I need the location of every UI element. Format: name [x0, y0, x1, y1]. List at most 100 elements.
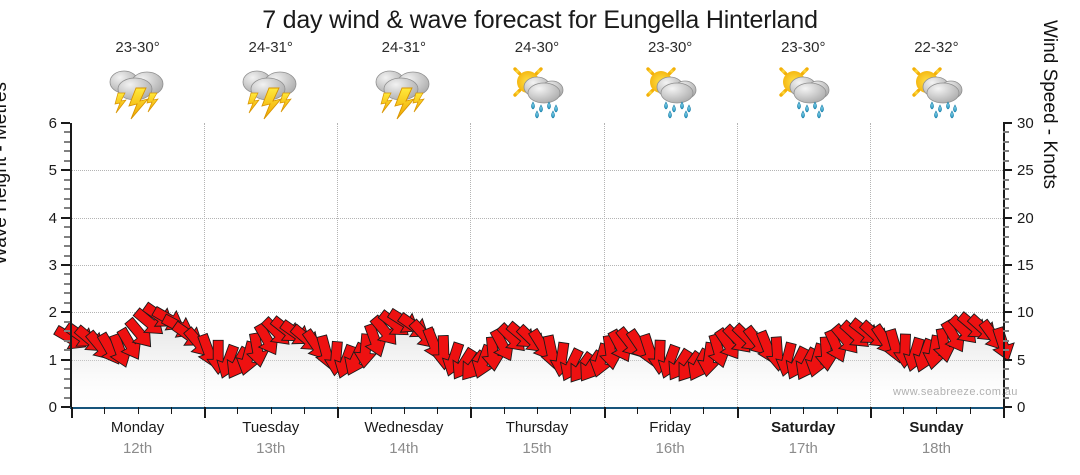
axis-tick-left	[61, 122, 70, 124]
sun-cloud-rain-icon	[774, 62, 830, 119]
x-axis-tick	[903, 407, 905, 414]
day-name-label: Friday	[649, 419, 691, 436]
day-name-label: Tuesday	[242, 419, 300, 436]
axis-label-left: 1	[48, 351, 57, 369]
day-name-label: Saturday	[771, 419, 836, 436]
x-axis-tick	[370, 407, 372, 414]
wind-barb	[940, 319, 965, 353]
axis-label-left: 0	[48, 399, 57, 416]
axis-tick-left	[61, 169, 70, 172]
day-name-label: Monday	[110, 419, 165, 436]
axis-tick-right	[1003, 140, 1009, 143]
sun-cloud-rain-icon	[641, 62, 697, 119]
axis-tick-right	[1003, 131, 1009, 134]
axis-tick-right	[1003, 330, 1009, 333]
axis-tick-left	[64, 254, 70, 257]
wind-barb	[245, 332, 270, 368]
axis-tick-left	[64, 377, 70, 380]
day-header: 23-30°	[737, 38, 870, 122]
x-axis-tick	[836, 407, 838, 414]
axis-tick-right	[1003, 387, 1009, 390]
axis-tick-left	[61, 406, 70, 408]
x-axis-tick	[403, 407, 405, 414]
day-header: 24-31°	[337, 38, 470, 122]
day-temperature-range: 23-30°	[647, 39, 693, 56]
x-axis-tick	[304, 407, 305, 414]
gridline-horizontal	[71, 217, 1003, 219]
axis-tick-right	[1003, 292, 1009, 295]
day-name-label: Wednesday	[364, 419, 444, 436]
day-date-label: 18th	[921, 440, 952, 457]
x-axis-tick	[503, 407, 505, 414]
sun-cloud-rain-icon	[907, 62, 963, 119]
axis-tick-right	[1003, 235, 1009, 238]
x-axis-tick	[603, 407, 606, 418]
x-axis-tick	[869, 407, 872, 418]
day-footer: Sunday 18th	[870, 418, 1003, 459]
axis-tick-left	[64, 330, 70, 333]
axis-label-left: 3	[48, 257, 57, 274]
x-axis-tick	[537, 407, 538, 414]
x-axis-tick	[703, 407, 705, 414]
gridline-vertical	[869, 123, 871, 407]
day-temperature-range: 24-31°	[248, 39, 293, 56]
thunderstorm-icon	[366, 60, 442, 120]
axis-tick-left	[64, 320, 70, 323]
axis-tick-left	[61, 216, 70, 219]
day-temperature-range: 24-31°	[381, 39, 427, 56]
axis-label-right: 30	[1017, 115, 1034, 132]
x-axis-tick	[337, 407, 340, 418]
axis-tick-left	[61, 311, 70, 314]
axis-tick-right	[1003, 339, 1009, 342]
axis-tick-left	[64, 282, 70, 285]
gridline-horizontal	[71, 265, 1003, 266]
axis-tick-right	[1003, 377, 1009, 380]
gridline-vertical	[603, 123, 605, 407]
sun-cloud-rain-icon	[499, 60, 575, 120]
wave-and-wind-plot	[53, 301, 1015, 407]
day-footer: Monday 12th	[71, 418, 204, 459]
thunderstorm-icon	[100, 60, 176, 120]
gridline-vertical	[736, 123, 738, 407]
day-header: 23-30°	[604, 38, 737, 122]
day-header: 24-30°	[470, 38, 603, 122]
day-footer: Friday 16th	[604, 418, 737, 459]
axis-label-right: 25	[1017, 162, 1034, 180]
axis-tick-right	[1003, 197, 1009, 200]
axis-tick-right	[1003, 216, 1012, 219]
day-footer: Tuesday 13th	[204, 418, 337, 459]
axis-tick-right	[1003, 368, 1009, 371]
plot-area: 0 1 2 3 4 5 6 0 5 10 15 20 25 30	[49, 116, 1034, 418]
axis-tick-right	[1003, 396, 1009, 399]
x-axis-tick	[670, 407, 672, 414]
axis-tick-left	[64, 387, 70, 390]
axis-tick-left	[64, 140, 70, 143]
axis-tick-left	[64, 396, 70, 399]
page-title: 7 day wind & wave forecast for Eungella …	[262, 6, 818, 34]
x-axis-tick	[204, 407, 207, 418]
axis-tick-right	[1003, 150, 1009, 153]
axis-tick-left	[64, 349, 70, 352]
day-date-label: 13th	[256, 440, 286, 457]
axis-label-right: 5	[1017, 351, 1026, 369]
day-name-label: Sunday	[909, 419, 964, 436]
axis-tick-right	[1003, 349, 1009, 352]
gridline-horizontal	[71, 312, 1003, 314]
y-axis-right-title: Wind Speed - Knots	[1039, 20, 1060, 189]
axis-label-right: 10	[1017, 304, 1034, 322]
day-name-label: Thursday	[505, 419, 569, 436]
axis-tick-right	[1003, 320, 1009, 323]
x-axis-tick	[803, 407, 805, 414]
axis-tick-left	[64, 339, 70, 342]
axis-tick-left	[64, 207, 70, 210]
axis-label-left: 6	[48, 115, 57, 132]
axis-tick-right	[1003, 282, 1009, 285]
axis-tick-right	[1003, 264, 1012, 266]
axis-label-right: 20	[1017, 209, 1034, 227]
day-date-label: 16th	[655, 440, 685, 457]
axis-tick-left	[64, 273, 70, 276]
axis-label-left: 2	[48, 304, 57, 322]
day-footer: Thursday 15th	[470, 418, 603, 459]
gridline-vertical	[337, 123, 339, 407]
